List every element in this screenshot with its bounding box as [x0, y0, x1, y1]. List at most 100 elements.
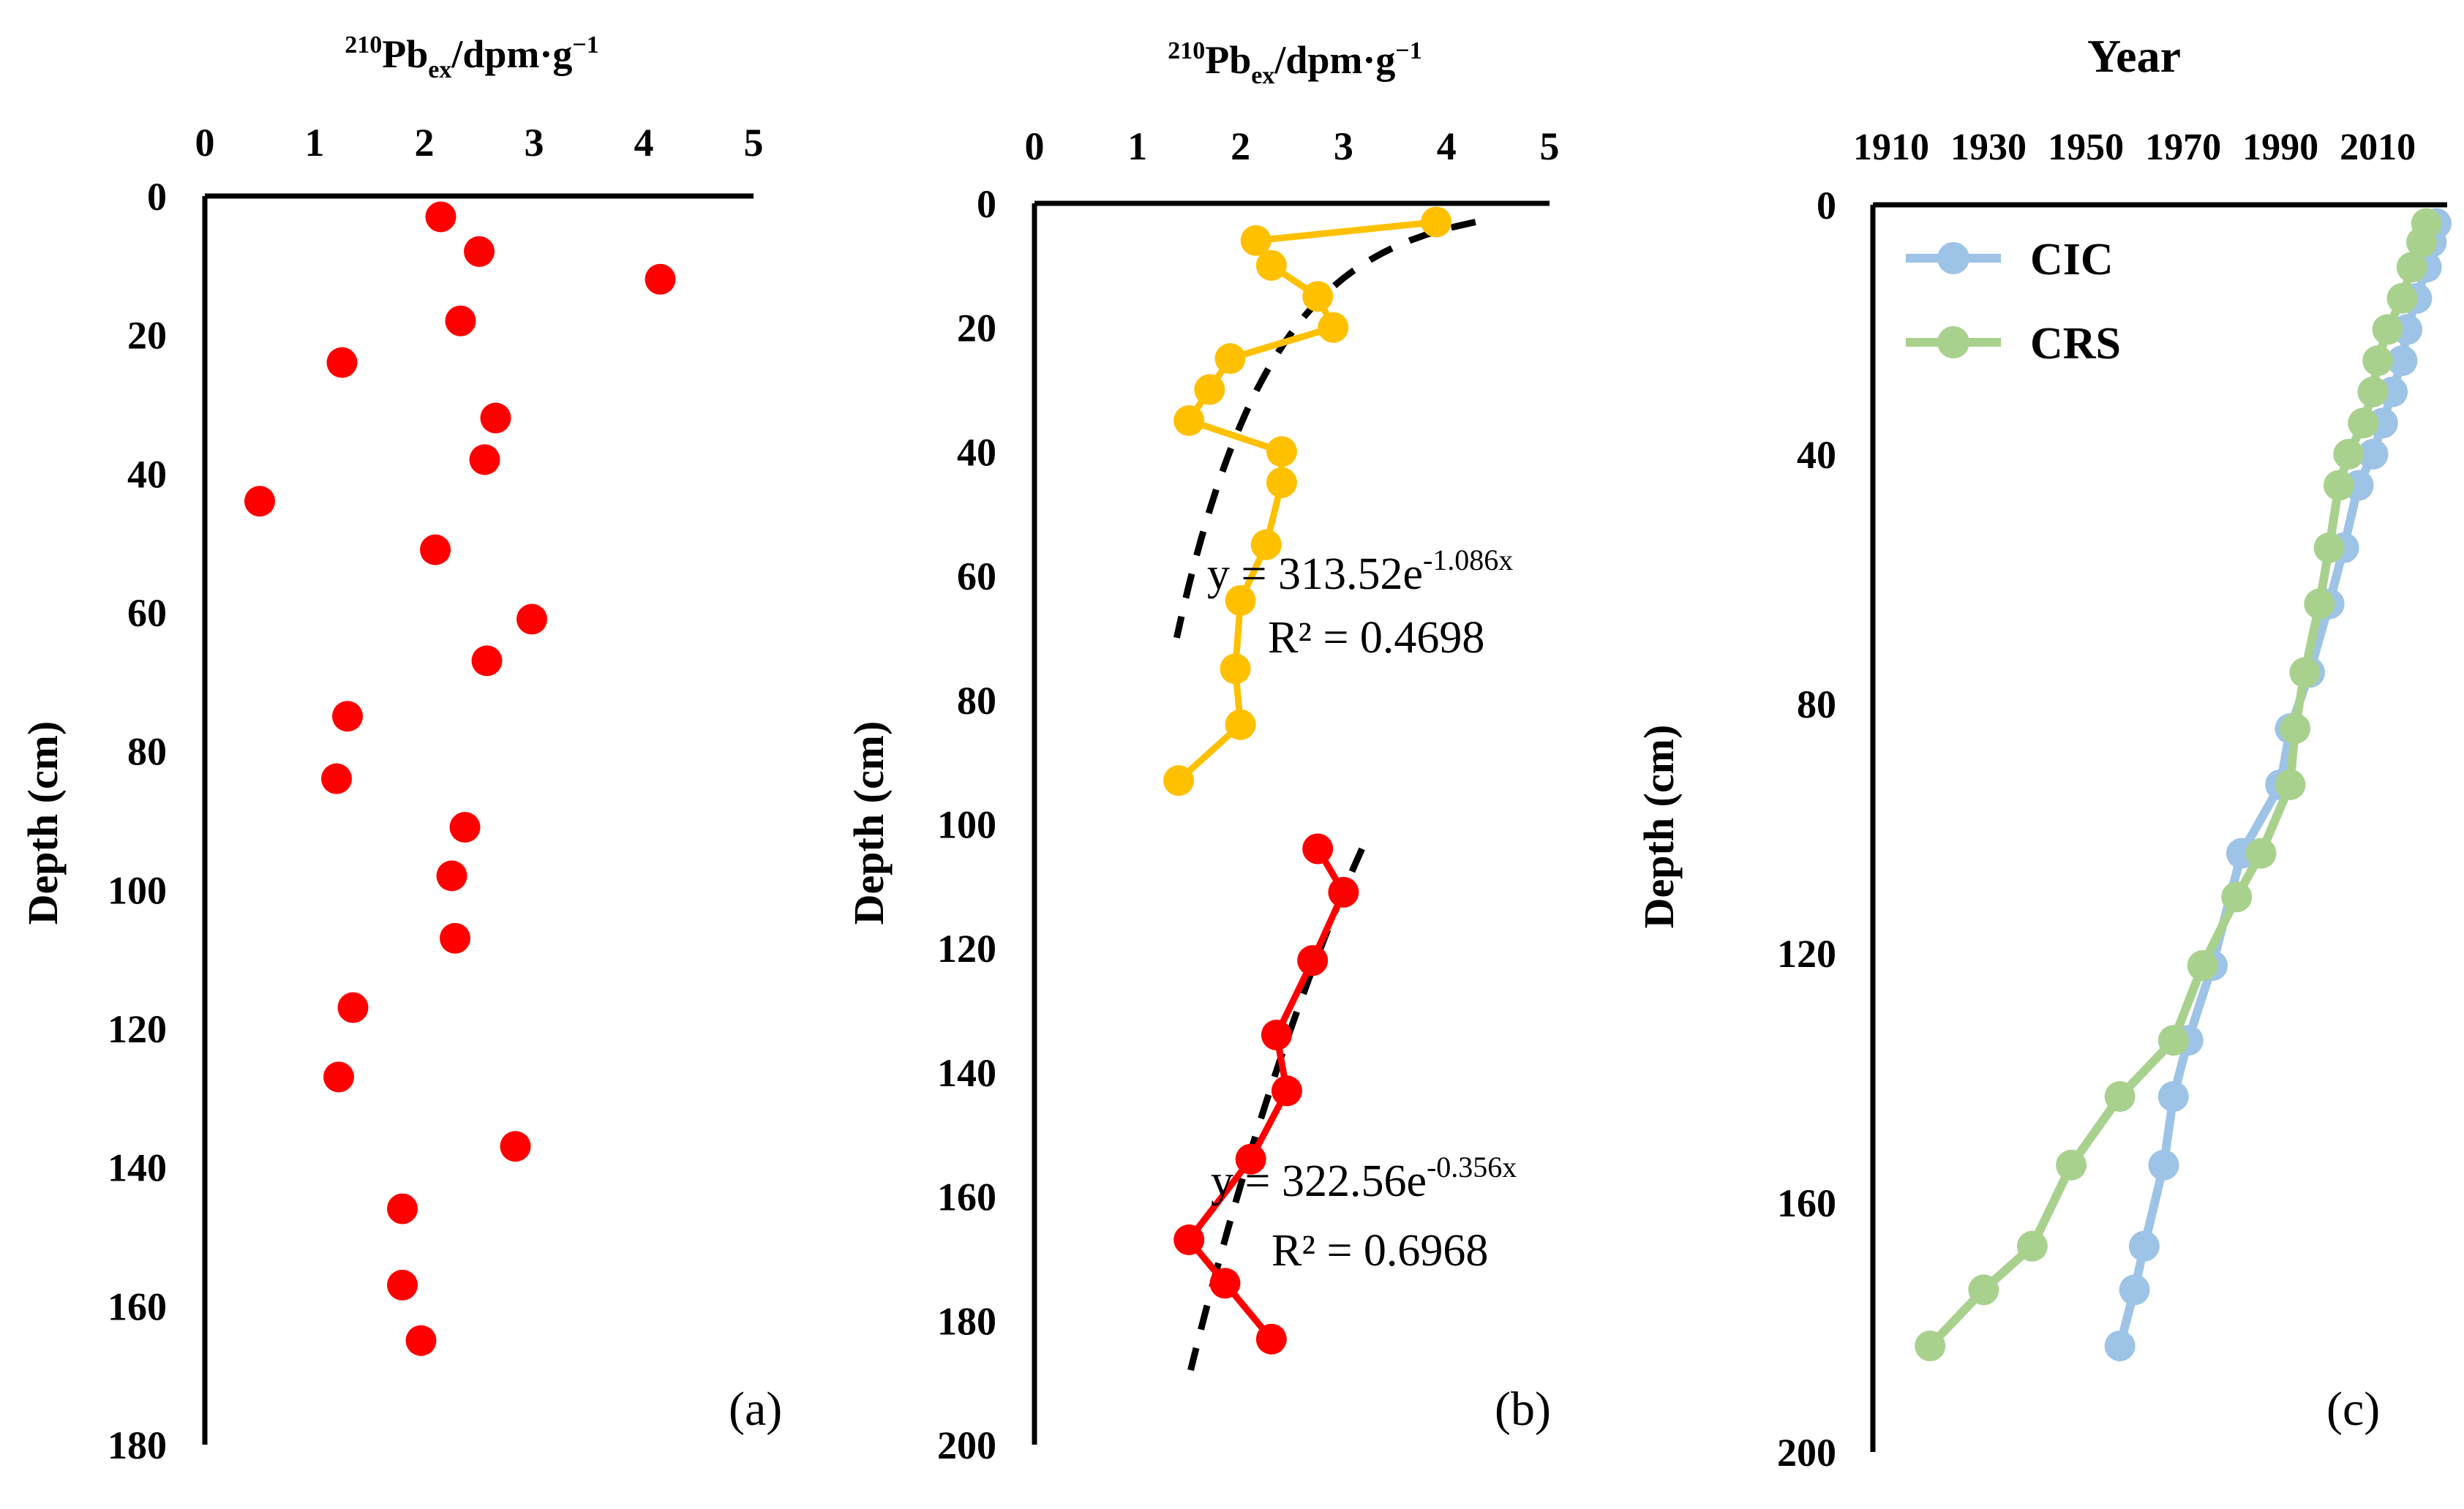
series-point: [1271, 1075, 1302, 1107]
series-point: [1297, 945, 1329, 976]
panel-b-y-ticks: 0 20 40 60 80 100 120 140 160 180 200: [937, 182, 996, 1467]
scatter-point: [480, 402, 511, 434]
series-point: [1220, 653, 1251, 685]
series-point: [1318, 312, 1349, 343]
series-point-crs: [2333, 439, 2365, 470]
series-point: [1250, 529, 1282, 560]
scatter-point: [387, 1193, 418, 1224]
x-tick-label: 4: [1437, 124, 1457, 168]
series-point-crs: [2221, 881, 2253, 913]
y-tick-label: 200: [937, 1423, 996, 1467]
y-tick-label: 80: [1797, 682, 1836, 726]
y-tick-label: 120: [108, 1007, 167, 1051]
series-point-crs: [2304, 588, 2335, 620]
x-tick-label: 3: [1334, 124, 1353, 168]
scatter-point: [445, 305, 476, 336]
panel-c-legend: CIC CRS: [1906, 235, 2121, 369]
x-tick-label: 1930: [1950, 127, 2027, 168]
series-point-cic: [2104, 1331, 2136, 1362]
y-tick-label: 160: [108, 1284, 167, 1328]
x-tick-label: 0: [195, 121, 215, 165]
y-tick-label: 80: [127, 730, 167, 774]
panel-c-x-ticks: 1910 1930 1950 1970 1990 2010: [1853, 127, 2416, 168]
series-point: [1194, 374, 1225, 405]
equation-1-r2: R² = 0.4698: [1268, 613, 1484, 663]
panel-b-series: [1163, 206, 1452, 1355]
legend-crs-marker: [1937, 326, 1969, 358]
series-point-crs: [1915, 1331, 1946, 1362]
series-point-crs: [2104, 1081, 2136, 1113]
panel-a-y-axis-title: Depth (cm): [19, 721, 67, 925]
series-point: [1302, 281, 1334, 312]
series-point-crs: [2357, 376, 2389, 407]
y-tick-label: 120: [937, 927, 996, 971]
legend-cic-label: CIC: [2030, 235, 2114, 285]
panel-b-equation-2: y = 322.56e-0.356x R² = 0.6968: [1211, 1151, 1517, 1276]
legend-cic-marker: [1937, 242, 1969, 274]
x-tick-label: 2: [415, 121, 435, 165]
scatter-point: [337, 992, 369, 1023]
y-tick-label: 140: [108, 1146, 167, 1190]
trendline: [1173, 219, 1476, 639]
panel-a-x-axis-title: 210Pbex/dpm·g−1: [345, 31, 599, 83]
panel-a-y-ticks: 0 20 40 60 80 100 120 140 160 180: [108, 175, 167, 1467]
series-point: [1214, 343, 1246, 375]
series-point-crs: [2289, 657, 2321, 688]
series-point-cic: [2357, 439, 2389, 470]
panel-b-label: (b): [1495, 1382, 1551, 1436]
legend-item-crs: CRS: [1906, 319, 2121, 369]
series-point-crs: [2275, 769, 2306, 800]
scatter-point: [436, 860, 467, 892]
y-tick-label: 120: [1777, 932, 1836, 976]
series-point: [1266, 436, 1297, 467]
panel-b-y-axis-title: Depth (cm): [845, 721, 893, 925]
y-tick-label: 180: [108, 1423, 167, 1467]
series-point-crs: [2157, 1025, 2189, 1056]
panel-b: 210Pbex/dpm·g−1 0 1 2 3 4 5 0 20 40 60 80 100 120 14…: [845, 37, 1560, 1467]
y-tick-label: 200: [1777, 1431, 1836, 1475]
panel-a-x-ticks: 0 1 2 3 4 5: [195, 121, 764, 165]
equation-2-base: y = 322.56e: [1211, 1156, 1427, 1206]
x-tick-label: 2: [1231, 124, 1250, 168]
x-tick-label: 1: [1127, 124, 1147, 168]
series-point-crs: [2348, 407, 2379, 439]
panel-b-x-ticks: 0 1 2 3 4 5: [1025, 124, 1560, 168]
y-tick-label: 40: [957, 430, 996, 474]
series-point: [1173, 404, 1205, 436]
panel-a: 210Pbex/dpm·g−1 0 1 2 3 4 5 0 20 40 60 80 100 120 14…: [19, 31, 782, 1467]
y-tick-label: 0: [977, 182, 996, 226]
panel-c-x-axis-title: Year: [2087, 30, 2181, 82]
scatter-point: [326, 347, 358, 378]
panel-a-points: [244, 201, 676, 1356]
series-point-crs: [2386, 282, 2418, 314]
panel-c-y-ticks: 0 40 80 120 160 200: [1777, 184, 1836, 1475]
y-tick-label: 0: [1817, 184, 1836, 227]
y-tick-label: 100: [108, 868, 167, 912]
scatter-point: [332, 701, 363, 732]
svg-text:y = 322.56e-0.356x: y = 322.56e-0.356x: [1211, 1151, 1517, 1206]
series-point: [1209, 1268, 1241, 1299]
x-tick-label: 4: [634, 121, 654, 165]
series-point-crs: [2245, 838, 2277, 869]
series-point: [1261, 1019, 1292, 1050]
x-tick-label: 1: [305, 121, 325, 165]
x-tick-label: 1910: [1853, 127, 1929, 168]
scatter-point: [387, 1269, 418, 1301]
series-point-crs: [2313, 532, 2345, 563]
scatter-point: [405, 1325, 437, 1356]
scatter-point: [464, 236, 495, 267]
y-tick-label: 60: [957, 554, 996, 598]
series-point: [1255, 249, 1287, 281]
series-point: [1255, 1323, 1287, 1355]
series-point: [1163, 765, 1195, 797]
y-tick-label: 0: [147, 175, 167, 219]
equation-1-base: y = 313.52e: [1207, 549, 1423, 599]
y-tick-label: 40: [127, 452, 167, 496]
y-tick-label: 180: [937, 1299, 996, 1343]
series-point: [1173, 1224, 1205, 1255]
scatter-point: [425, 201, 457, 233]
series-point: [1225, 585, 1256, 617]
equation-2-exponent: -0.356x: [1427, 1151, 1517, 1184]
series-point-cic: [2157, 1081, 2189, 1113]
